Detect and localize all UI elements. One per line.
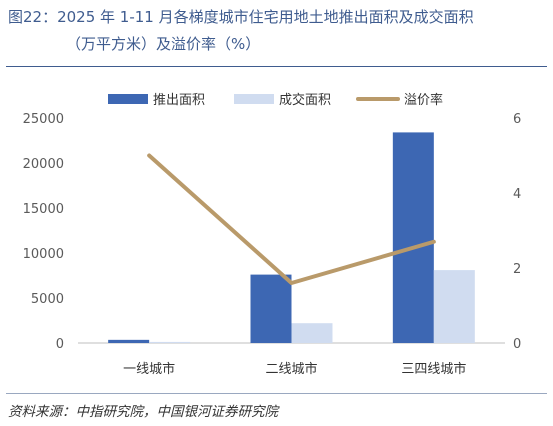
bar-deal-2 (291, 323, 333, 343)
title-line-1: 图22：2025 年 1-11 月各梯度城市住宅用地土地推出面积及成交面积 (8, 8, 474, 26)
x-category-label: 二线城市 (265, 361, 317, 377)
y-right-tick-label: 6 (513, 112, 521, 127)
y-right-tick-label: 4 (513, 187, 521, 202)
title-line-2: （万平方米）及溢价率（%） (66, 35, 261, 53)
source-note: 资料来源：中指研究院，中国银河证券研究院 (8, 404, 278, 420)
premium-rate-line (147, 153, 436, 285)
bar-deal-1 (149, 341, 191, 343)
legend-label-deal: 成交面积 (279, 92, 331, 108)
legend-label-supply: 推出面积 (153, 93, 205, 108)
y-left-tick-label: 20000 (23, 157, 64, 172)
x-category-label: 三四线城市 (401, 361, 466, 377)
y-left-tick-label: 15000 (23, 202, 64, 217)
bar-supply-2 (250, 274, 292, 343)
y-right-tick-label: 0 (513, 337, 521, 352)
x-category-label: 一线城市 (123, 361, 175, 377)
bar-supply-1 (108, 339, 150, 343)
bar-deal-3 (433, 270, 475, 343)
y-left-tick-label: 5000 (31, 292, 64, 307)
bar-supply-3 (392, 132, 434, 343)
legend-swatch-supply (108, 94, 148, 104)
source-divider (6, 393, 547, 394)
y-left-tick-label: 10000 (23, 247, 64, 262)
legend-swatch-deal (234, 94, 274, 104)
title-divider (6, 66, 547, 67)
chart-title: 图22：2025 年 1-11 月各梯度城市住宅用地土地推出面积及成交面积 （万… (8, 4, 548, 58)
legend-label-premium: 溢价率 (404, 92, 443, 108)
y-left-tick-label: 0 (56, 337, 64, 352)
y-left-tick-label: 25000 (23, 112, 64, 127)
y-right-tick-label: 2 (513, 262, 521, 277)
